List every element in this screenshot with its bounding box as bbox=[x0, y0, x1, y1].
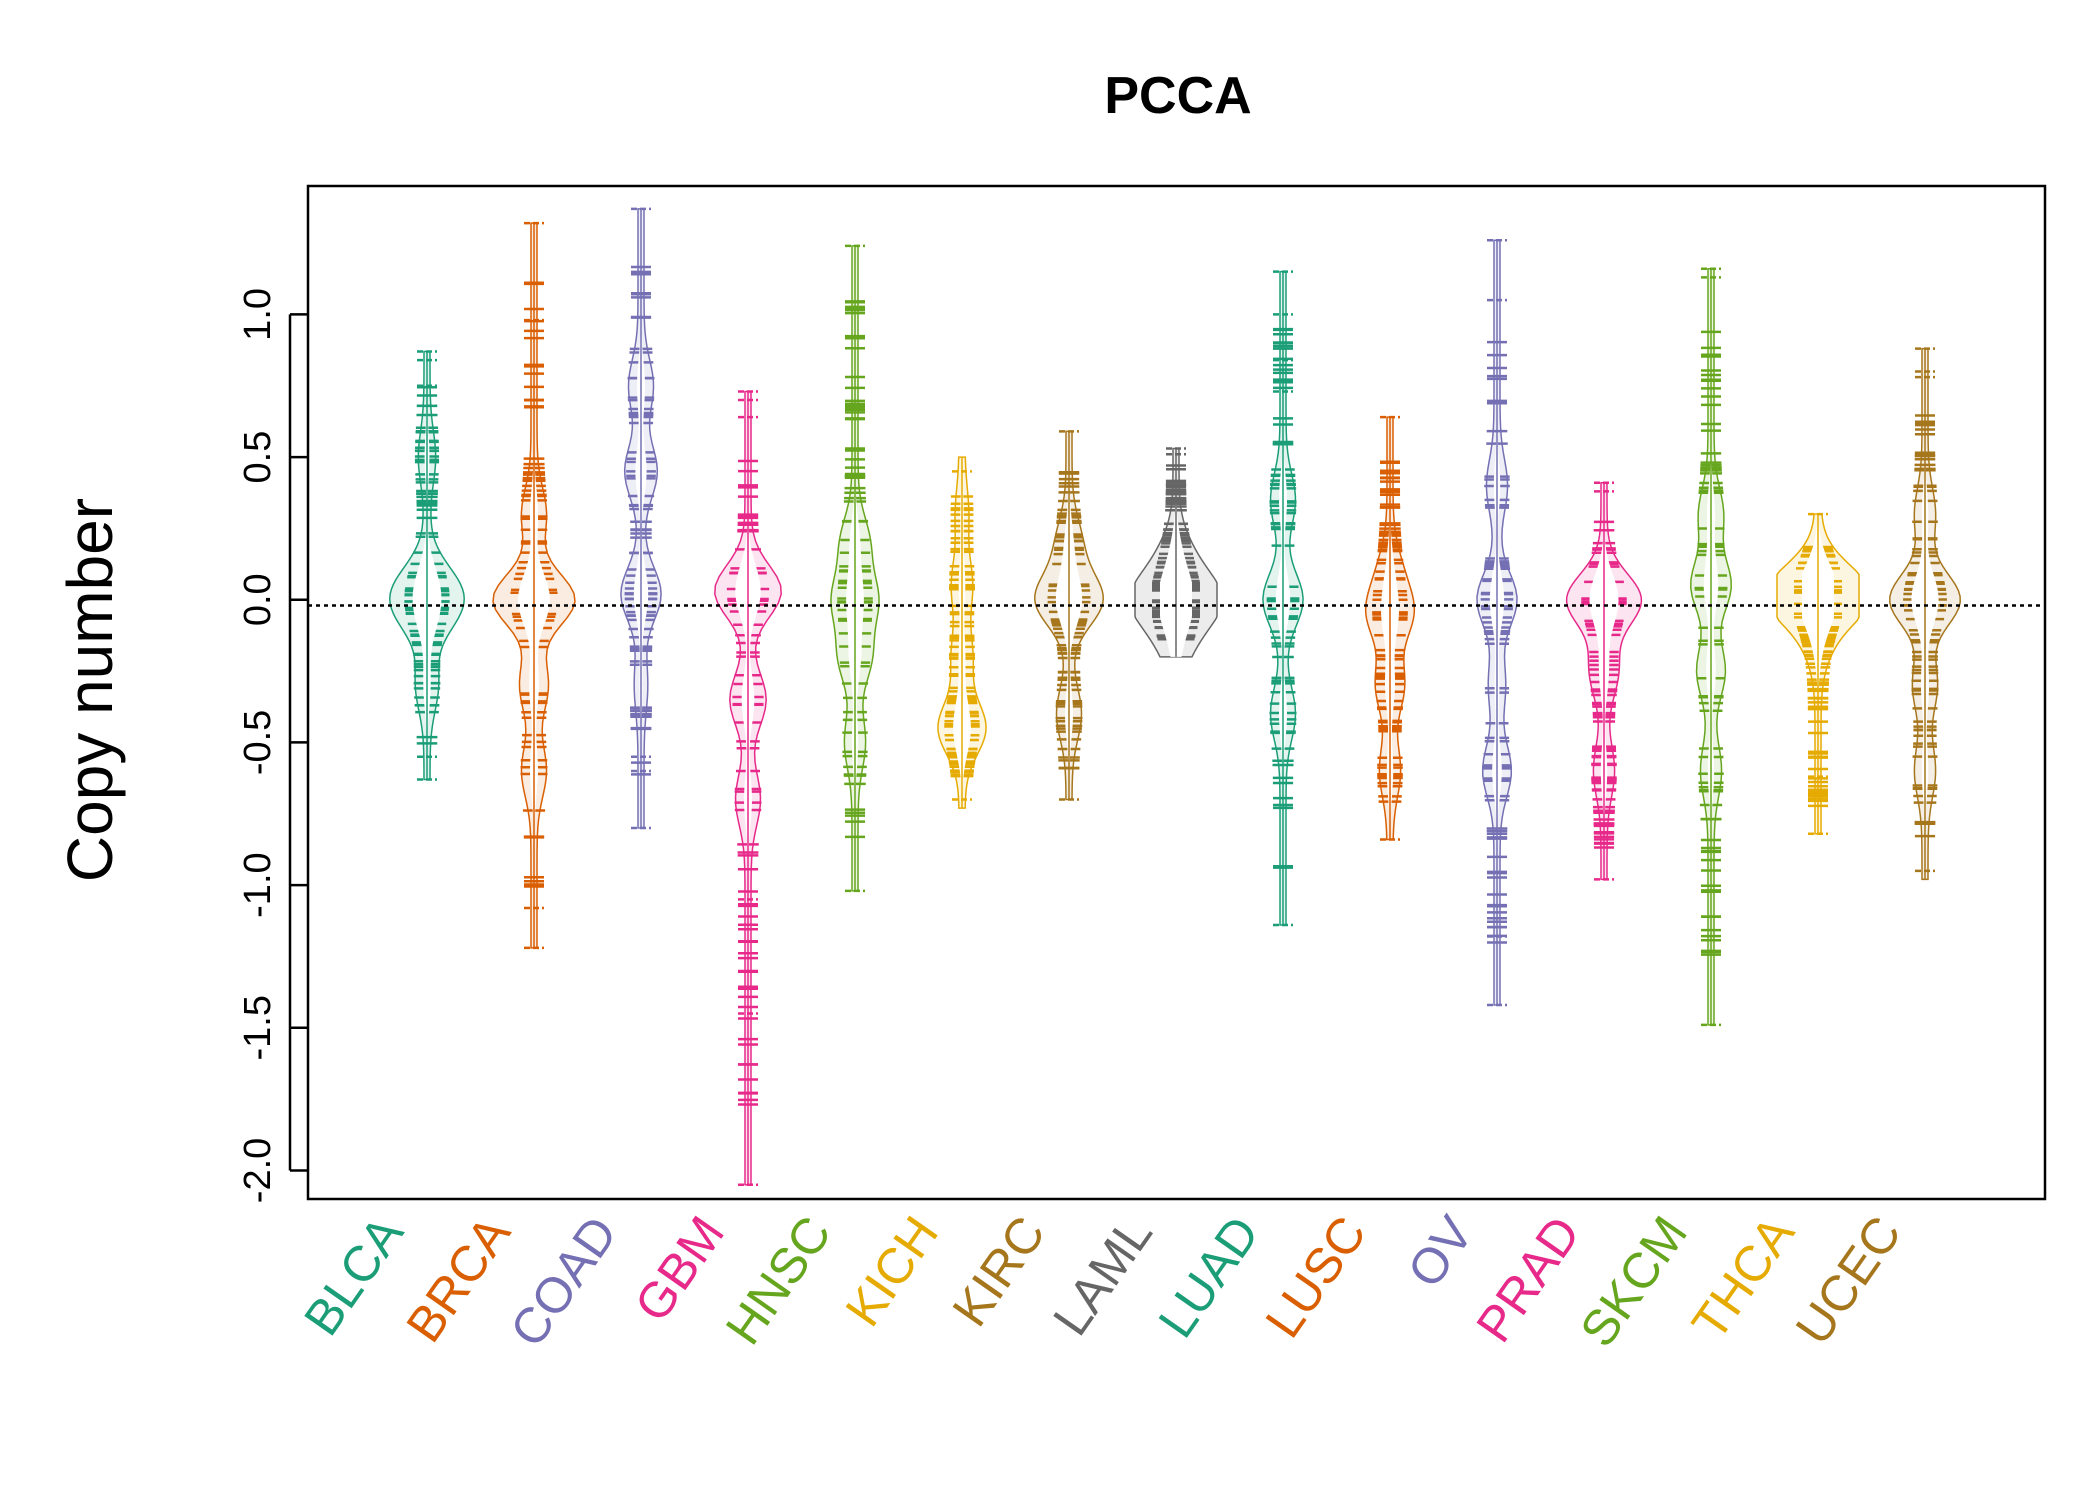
chart-title: PCCA bbox=[1104, 67, 1251, 125]
bean-gbm bbox=[714, 390, 782, 1186]
y-tick-label: -1.0 bbox=[237, 852, 279, 917]
x-tick-label-skcm: SKCM bbox=[1569, 1206, 1698, 1356]
bean-blca bbox=[389, 350, 465, 781]
x-tick-label-luad: LUAD bbox=[1148, 1206, 1270, 1347]
bean-luad bbox=[1262, 270, 1304, 927]
bean-ov bbox=[1476, 238, 1518, 1007]
y-axis: -2.0 -1.5 -1.0 -0.5 0.0 0.5 1.0 bbox=[237, 288, 308, 1203]
y-axis-label: Copy number bbox=[54, 498, 126, 882]
x-tick-label-prad: PRAD bbox=[1465, 1206, 1591, 1352]
y-tick-label: 0.5 bbox=[237, 431, 279, 484]
bean-skcm bbox=[1690, 267, 1732, 1027]
x-tick-label-coad: COAD bbox=[499, 1206, 628, 1356]
y-tick-label: -0.5 bbox=[237, 710, 279, 775]
bean-lusc bbox=[1364, 415, 1416, 841]
x-tick-label-laml: LAML bbox=[1042, 1206, 1163, 1345]
y-tick-label: 1.0 bbox=[237, 288, 279, 341]
y-tick-label: -1.5 bbox=[237, 995, 279, 1060]
x-tick-label-ucec: UCEC bbox=[1785, 1206, 1912, 1354]
y-tick-label: 0.0 bbox=[237, 573, 279, 626]
x-tick-label-ov: OV bbox=[1397, 1206, 1485, 1298]
x-tick-label-hnsc: HNSC bbox=[715, 1206, 842, 1354]
x-tick-label-kirc: KIRC bbox=[942, 1206, 1056, 1336]
bean-laml bbox=[1134, 447, 1218, 658]
bean-kich bbox=[937, 456, 987, 809]
x-tick-label-thca: THCA bbox=[1681, 1206, 1805, 1350]
bean-prad bbox=[1565, 481, 1643, 881]
bean-coad bbox=[620, 207, 662, 830]
x-tick-label-lusc: LUSC bbox=[1255, 1206, 1377, 1347]
x-tick-label-brca: BRCA bbox=[395, 1206, 521, 1352]
plot-area bbox=[308, 207, 2045, 1186]
bean-ucec bbox=[1889, 347, 1961, 881]
y-tick-label: -2.0 bbox=[237, 1138, 279, 1203]
bean-thca bbox=[1776, 512, 1860, 835]
x-tick-label-gbm: GBM bbox=[624, 1206, 735, 1331]
bean-brca bbox=[492, 221, 576, 950]
bean-hnsc bbox=[830, 244, 880, 893]
x-tick-label-kich: KICH bbox=[835, 1206, 949, 1336]
bean-kirc bbox=[1034, 430, 1104, 801]
plot-frame bbox=[306, 184, 2047, 1201]
x-tick-label-blca: BLCA bbox=[293, 1206, 414, 1346]
